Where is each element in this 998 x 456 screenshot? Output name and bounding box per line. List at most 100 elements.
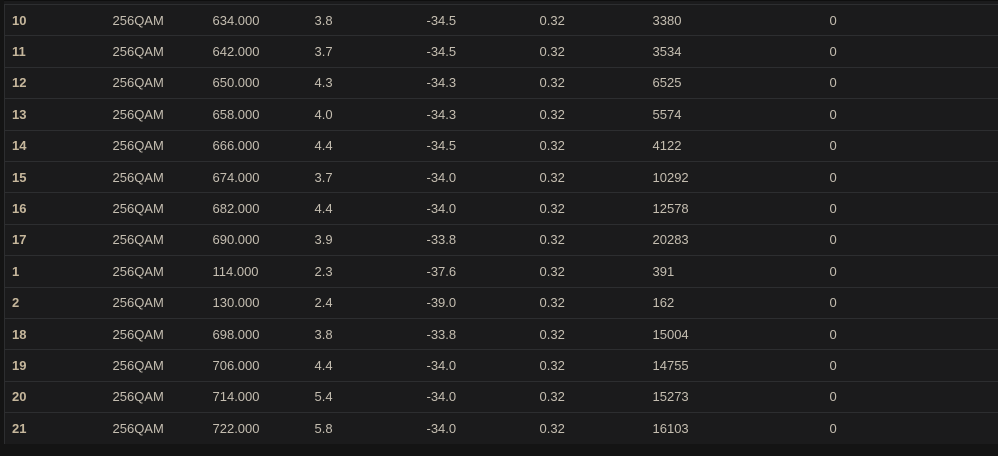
value-cell: 0.32 bbox=[532, 317, 646, 350]
value-cell: 0 bbox=[822, 3, 998, 36]
value-cell: 10292 bbox=[645, 160, 823, 193]
value-cell: 256QAM bbox=[105, 35, 206, 68]
value-cell: -39.0 bbox=[419, 286, 533, 319]
value-cell: 4.3 bbox=[307, 66, 420, 99]
value-cell: 0.32 bbox=[532, 255, 646, 288]
value-cell: 256QAM bbox=[105, 66, 206, 99]
value-cell: 3380 bbox=[645, 3, 823, 36]
value-cell: 0.32 bbox=[532, 35, 646, 68]
value-cell: 0.32 bbox=[532, 349, 646, 382]
value-cell: 698.000 bbox=[205, 317, 308, 350]
value-cell: 6525 bbox=[645, 66, 823, 99]
table-row: 11 256QAM 642.000 3.7 -34.5 0.32 3534 0 bbox=[4, 35, 998, 68]
value-cell: 256QAM bbox=[105, 380, 206, 413]
value-cell: 0 bbox=[822, 223, 998, 256]
value-cell: 0 bbox=[822, 129, 998, 162]
value-cell: 256QAM bbox=[105, 286, 206, 319]
value-cell: -34.0 bbox=[419, 349, 533, 382]
value-cell: 0 bbox=[822, 255, 998, 288]
value-cell: 0 bbox=[822, 286, 998, 319]
value-cell: 3.7 bbox=[307, 35, 420, 68]
value-cell: 0.32 bbox=[532, 380, 646, 413]
table-row: 17 256QAM 690.000 3.9 -33.8 0.32 20283 0 bbox=[4, 223, 998, 256]
channel-id-cell: 11 bbox=[4, 35, 106, 68]
channel-id-cell: 12 bbox=[4, 66, 106, 99]
table-row: 15 256QAM 674.000 3.7 -34.0 0.32 10292 0 bbox=[4, 160, 998, 193]
value-cell: 0.32 bbox=[532, 192, 646, 225]
table-row: 13 256QAM 658.000 4.0 -34.3 0.32 5574 0 bbox=[4, 98, 998, 131]
value-cell: 0.32 bbox=[532, 160, 646, 193]
value-cell: 674.000 bbox=[205, 160, 308, 193]
value-cell: 4.0 bbox=[307, 98, 420, 131]
table-row: 20 256QAM 714.000 5.4 -34.0 0.32 15273 0 bbox=[4, 380, 998, 413]
channel-id-cell: 21 bbox=[4, 412, 106, 444]
table-row: 10 256QAM 634.000 3.8 -34.5 0.32 3380 0 bbox=[4, 3, 998, 36]
value-cell: 12578 bbox=[645, 192, 823, 225]
value-cell: 2.4 bbox=[307, 286, 420, 319]
table-row: 21 256QAM 722.000 5.8 -34.0 0.32 16103 0 bbox=[4, 412, 998, 444]
channel-id-cell: 15 bbox=[4, 160, 106, 193]
channel-id-cell: 10 bbox=[4, 3, 106, 36]
table-row: 14 256QAM 666.000 4.4 -34.5 0.32 4122 0 bbox=[4, 129, 998, 162]
value-cell: 714.000 bbox=[205, 380, 308, 413]
value-cell: 0 bbox=[822, 98, 998, 131]
value-cell: 0 bbox=[822, 192, 998, 225]
value-cell: 256QAM bbox=[105, 223, 206, 256]
value-cell: 4.4 bbox=[307, 192, 420, 225]
value-cell: 5.8 bbox=[307, 412, 420, 444]
value-cell: 706.000 bbox=[205, 349, 308, 382]
value-cell: 5.4 bbox=[307, 380, 420, 413]
value-cell: -34.3 bbox=[419, 66, 533, 99]
channel-id-cell: 2 bbox=[4, 286, 106, 319]
value-cell: -34.0 bbox=[419, 412, 533, 444]
value-cell: 391 bbox=[645, 255, 823, 288]
value-cell: 256QAM bbox=[105, 160, 206, 193]
value-cell: 0 bbox=[822, 412, 998, 444]
value-cell: 3534 bbox=[645, 35, 823, 68]
value-cell: 14755 bbox=[645, 349, 823, 382]
value-cell: -34.3 bbox=[419, 98, 533, 131]
table-row: 18 256QAM 698.000 3.8 -33.8 0.32 15004 0 bbox=[4, 317, 998, 350]
value-cell: 3.8 bbox=[307, 3, 420, 36]
previous-row-sliver bbox=[4, 0, 998, 4]
value-cell: 634.000 bbox=[205, 3, 308, 36]
value-cell: 0 bbox=[822, 317, 998, 350]
value-cell: 4.4 bbox=[307, 349, 420, 382]
value-cell: 256QAM bbox=[105, 412, 206, 444]
channel-id-cell: 13 bbox=[4, 98, 106, 131]
value-cell: 3.9 bbox=[307, 223, 420, 256]
value-cell: 0.32 bbox=[532, 412, 646, 444]
channel-id-cell: 16 bbox=[4, 192, 106, 225]
value-cell: 15004 bbox=[645, 317, 823, 350]
value-cell: 0 bbox=[822, 380, 998, 413]
value-cell: 16103 bbox=[645, 412, 823, 444]
table-row: 2 256QAM 130.000 2.4 -39.0 0.32 162 0 bbox=[4, 286, 998, 319]
value-cell: 0 bbox=[822, 349, 998, 382]
value-cell: 658.000 bbox=[205, 98, 308, 131]
table-row: 12 256QAM 650.000 4.3 -34.3 0.32 6525 0 bbox=[4, 66, 998, 99]
value-cell: -34.0 bbox=[419, 192, 533, 225]
value-cell: 0.32 bbox=[532, 129, 646, 162]
value-cell: 0.32 bbox=[532, 3, 646, 36]
value-cell: 256QAM bbox=[105, 129, 206, 162]
channel-table: 10 256QAM 634.000 3.8 -34.5 0.32 3380 0 11 256QAM… bbox=[4, 3, 998, 444]
channel-id-cell: 19 bbox=[4, 349, 106, 382]
value-cell: 20283 bbox=[645, 223, 823, 256]
value-cell: 256QAM bbox=[105, 192, 206, 225]
table-row: 19 256QAM 706.000 4.4 -34.0 0.32 14755 0 bbox=[4, 349, 998, 382]
value-cell: 162 bbox=[645, 286, 823, 319]
value-cell: -34.5 bbox=[419, 3, 533, 36]
channel-id-cell: 17 bbox=[4, 223, 106, 256]
value-cell: -33.8 bbox=[419, 317, 533, 350]
channel-id-cell: 14 bbox=[4, 129, 106, 162]
value-cell: 256QAM bbox=[105, 255, 206, 288]
table-row: 16 256QAM 682.000 4.4 -34.0 0.32 12578 0 bbox=[4, 192, 998, 225]
channel-id-cell: 20 bbox=[4, 380, 106, 413]
value-cell: 114.000 bbox=[205, 255, 308, 288]
value-cell: 0 bbox=[822, 160, 998, 193]
value-cell: 0.32 bbox=[532, 223, 646, 256]
value-cell: 650.000 bbox=[205, 66, 308, 99]
value-cell: -34.0 bbox=[419, 380, 533, 413]
value-cell: 666.000 bbox=[205, 129, 308, 162]
value-cell: -34.5 bbox=[419, 35, 533, 68]
